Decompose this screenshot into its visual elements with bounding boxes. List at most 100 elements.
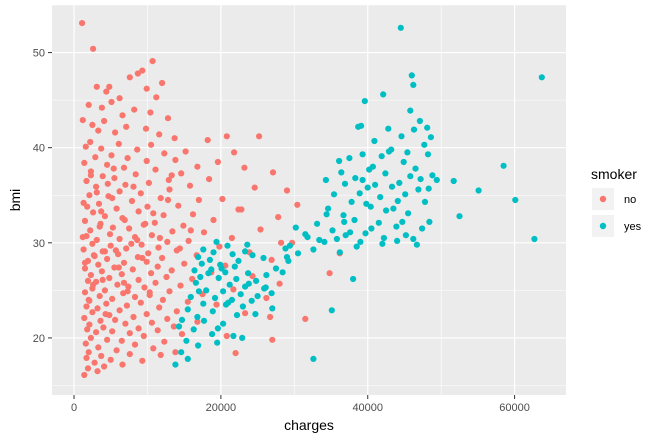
data-point-no (151, 219, 158, 226)
data-point-no (101, 117, 108, 125)
data-point-yes (224, 242, 231, 249)
data-point-yes (226, 281, 233, 288)
data-point-no (87, 334, 94, 341)
data-point-no (87, 138, 94, 146)
data-point-no (187, 227, 194, 234)
data-point-no (146, 289, 153, 296)
data-point-yes (233, 275, 240, 283)
data-point-no (89, 240, 96, 247)
data-point-no (81, 259, 89, 266)
data-point-no (90, 252, 97, 259)
data-point-yes (323, 211, 330, 218)
data-point-yes (329, 227, 336, 234)
data-point-yes (358, 122, 365, 129)
data-point-yes (371, 137, 378, 145)
data-point-no (98, 268, 105, 275)
data-point-yes (396, 179, 403, 186)
data-point-yes (321, 238, 328, 245)
data-point-no (169, 228, 176, 235)
data-point-yes (378, 153, 385, 160)
data-point-no (126, 330, 133, 337)
data-point-no (116, 188, 123, 195)
data-point-no (180, 222, 187, 229)
data-point-yes (336, 157, 343, 165)
data-point-yes (400, 158, 407, 166)
data-point-no (89, 121, 96, 128)
data-point-yes (229, 251, 236, 258)
data-point-no (83, 354, 90, 361)
data-point-no (85, 296, 92, 303)
data-point-no (118, 337, 125, 344)
data-point-yes (359, 176, 366, 184)
data-point-yes (350, 275, 357, 283)
data-point-no (97, 317, 104, 324)
data-point-no (108, 152, 115, 159)
data-point-yes (178, 349, 185, 356)
data-point-no (102, 311, 109, 318)
data-point-no (128, 197, 136, 205)
data-point-yes (352, 175, 359, 182)
data-point-yes (310, 246, 317, 253)
data-point-yes (372, 181, 379, 188)
data-point-no (189, 275, 196, 283)
data-point-yes (398, 133, 405, 140)
data-point-yes (353, 243, 360, 250)
data-point-no (143, 258, 150, 265)
data-point-no (113, 347, 120, 354)
data-point-yes (359, 151, 366, 158)
data-point-no (242, 310, 249, 317)
data-point-no (93, 329, 100, 336)
data-point-yes (245, 280, 252, 287)
y-axis-ticks: 20 30 40 50 (33, 48, 52, 345)
data-point-no (128, 240, 135, 247)
data-point-yes (200, 300, 207, 307)
data-point-yes (356, 190, 363, 197)
data-point-no (87, 272, 94, 279)
data-point-no (231, 149, 238, 156)
data-point-yes (357, 238, 364, 245)
data-point-no (93, 83, 100, 90)
data-point-yes (195, 342, 202, 349)
data-point-yes (269, 305, 276, 312)
data-point-no (228, 234, 235, 242)
data-point-yes (225, 299, 232, 306)
data-point-yes (244, 241, 251, 248)
data-point-no (148, 270, 155, 277)
data-point-no (164, 115, 172, 122)
data-point-no (223, 133, 230, 140)
data-point-yes (390, 205, 397, 212)
data-point-yes (200, 317, 208, 324)
data-point-no (123, 302, 130, 309)
data-point-no (83, 177, 90, 185)
data-point-yes (417, 176, 424, 183)
data-point-yes (209, 331, 216, 338)
data-point-yes (410, 235, 417, 243)
data-point-no (152, 279, 159, 286)
data-point-no (268, 256, 275, 263)
data-point-yes (413, 241, 420, 248)
data-point-no (326, 270, 333, 277)
data-point-no (90, 209, 97, 216)
data-point-no (130, 313, 137, 321)
data-point-no (276, 280, 283, 287)
data-point-yes (402, 191, 409, 198)
data-point-no (159, 254, 166, 262)
data-point-no (106, 231, 114, 238)
data-point-no (84, 203, 91, 210)
data-point-no (86, 321, 93, 328)
data-point-no (79, 20, 86, 27)
data-point-no (186, 182, 194, 189)
data-point-yes (338, 169, 345, 176)
data-point-yes (194, 313, 201, 321)
data-point-no (164, 238, 171, 245)
data-point-yes (421, 141, 428, 148)
data-point-yes (341, 218, 348, 225)
data-point-no (95, 344, 102, 351)
data-point-no (159, 296, 166, 303)
data-point-no (95, 261, 102, 268)
data-point-yes (205, 270, 212, 277)
data-point-no (116, 235, 123, 243)
data-point-no (269, 169, 277, 176)
data-point-no (109, 295, 116, 302)
data-point-no (148, 141, 155, 148)
